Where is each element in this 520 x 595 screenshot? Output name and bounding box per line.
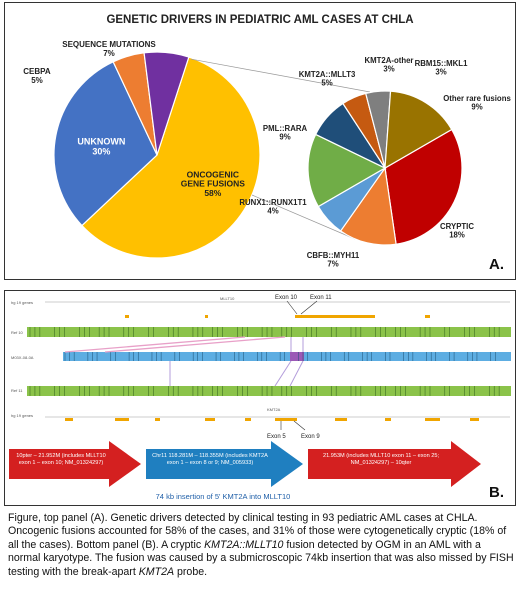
insertion-segment: [290, 352, 304, 361]
track-label-ref11: Ref 11: [11, 388, 23, 393]
ogm-figure: hg 19 genes Ref 10 M03X-08-0A Ref 11 hg …: [9, 295, 511, 501]
panel-a-label: A.: [489, 256, 504, 273]
arrow-right-segment: [308, 441, 481, 487]
exon-5-label: Exon 5: [267, 434, 286, 440]
caption-text-3: probe.: [174, 565, 208, 578]
pie-connector-lines: [190, 58, 371, 240]
arrow-middle-segment: [146, 441, 303, 487]
main-slice-oncogenic-gene-fusions: [81, 56, 261, 259]
track-label-genes-top: hg 19 genes: [11, 300, 33, 305]
exon-10-label: Exon 10: [275, 295, 298, 301]
fusion-label-runx1-runx1t1: RUNX1::RUNX1T1 4%: [239, 198, 307, 216]
caption-gene-2: KMT2A: [138, 565, 175, 578]
fusion-label-kmt2a-other: KMT2A-other 3%: [365, 56, 414, 74]
fusion-label-cbfb-myh11: CBFB::MYH11 7%: [307, 251, 360, 269]
track-label-genes-bottom: hg 19 genes: [11, 413, 33, 418]
gene-label-kmt2a: KMT2A: [267, 407, 281, 412]
ref11-track: [27, 386, 511, 396]
fusion-slice-pml-rara: [307, 133, 387, 208]
exon-9-label: Exon 9: [301, 434, 320, 440]
fusion-label-cryptic: CRYPTIC 18%: [440, 222, 474, 240]
main-pie-labels: ONCOGENIC GENE FUSIONS 58% UNKNOWN 30% CEBPA 5…: [23, 40, 245, 198]
main-label-cebpa: CEBPA 5%: [23, 67, 51, 85]
chart-title: GENETIC DRIVERS IN PEDIATRIC AML CASES A…: [106, 14, 413, 26]
arrow-middle-text: Chr11 118.281M – 118.355M (includes KMT2…: [152, 453, 268, 466]
main-label-fusions: ONCOGENIC GENE FUSIONS 58%: [181, 169, 246, 198]
connector-top: [190, 58, 371, 93]
caption-gene-1: KMT2A::MLLT10: [204, 538, 284, 551]
fusion-pie: [307, 90, 463, 246]
panel-a: GENETIC DRIVERS IN PEDIATRIC AML CASES A…: [4, 2, 516, 280]
main-label-unknown: UNKNOWN 30%: [77, 136, 125, 156]
caption-text-2: fusion detected by OGM in an AML with a …: [8, 538, 514, 578]
ref10-track: [27, 327, 511, 337]
gene-label-mllt10: MLLT10: [220, 296, 235, 301]
fusion-slice-cryptic: [384, 128, 463, 245]
track-label-sample: M03X-08-0A: [11, 355, 34, 360]
pie-chart-figure: GENETIC DRIVERS IN PEDIATRIC AML CASES A…: [23, 14, 511, 273]
panel-b-label: B.: [489, 484, 504, 501]
sample-track: [63, 352, 511, 361]
connector-bottom: [251, 194, 356, 240]
main-slice-unknown: [53, 61, 158, 227]
main-label-seq: SEQUENCE MUTATIONS 7%: [62, 40, 156, 58]
main-pie: [53, 51, 261, 259]
fusion-slice-other-rare-fusions: [384, 90, 453, 170]
panel-b: hg 19 genes Ref 10 M03X-08-0A Ref 11 hg …: [4, 290, 516, 506]
fusion-label-pml-rara: PML::RARA 9%: [263, 124, 308, 142]
arrow-right-text: 21.953M (includes MLLT10 exon 11 – exon …: [322, 453, 440, 466]
exon-11-label: Exon 11: [310, 295, 332, 301]
arrow-left-segment: [9, 441, 141, 487]
fusion-label-kmt2a-mllt3: KMT2A::MLLT3 5%: [299, 70, 356, 88]
gene-block-top: [295, 315, 375, 318]
fusion-label-rbm15-mkl1: RBM15::MKL1 3%: [415, 59, 469, 77]
insertion-note: 74 kb insertion of 5' KMT2A into MLLT10: [156, 492, 291, 501]
arrow-left-text: 10pter – 21.952M (includes MLLT10 exon 1…: [16, 453, 106, 466]
track-label-ref10: Ref 10: [11, 330, 24, 335]
fusion-label-other-rare-fusions: Other rare fusions 9%: [443, 94, 511, 112]
main-slice-sequence-mutations: [143, 51, 190, 156]
fusion-pie-labels: CRYPTIC 18%CBFB::MYH11 7% RUNX1::RUNX1T1 4% P…: [239, 56, 511, 269]
caption-text-1: Figure, top panel (A). Genetic drivers d…: [8, 512, 507, 551]
figure-caption: Figure, top panel (A). Genetic drivers d…: [8, 512, 514, 579]
